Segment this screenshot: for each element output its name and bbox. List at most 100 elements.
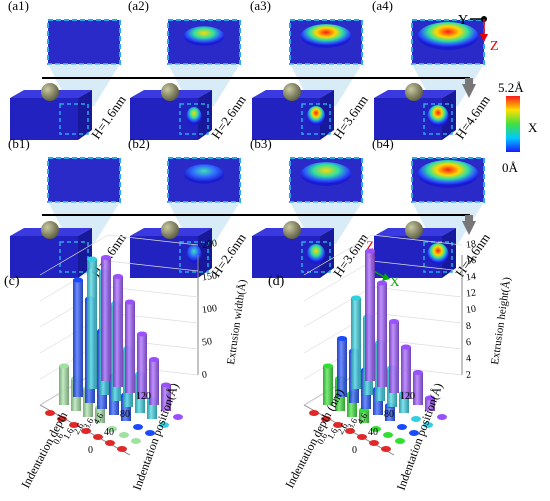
chart_d-ylabel: Indentation depth (nm) bbox=[282, 386, 346, 490]
chart_d-bar-flat bbox=[381, 446, 391, 452]
chart_c-bar-shade bbox=[73, 280, 83, 397]
row-b-panels: (b1)H=1.6nm(b2)H=2.6nm(b3)H=3.6nm(b4)H=4… bbox=[8, 136, 493, 280]
chart_c-bar-flat bbox=[117, 446, 127, 452]
row_a-snapshot-heat-1 bbox=[183, 26, 225, 46]
chart_d-bar-top bbox=[365, 248, 375, 254]
row_b-box-dash-0 bbox=[59, 241, 89, 273]
chart_d-bar-top bbox=[323, 363, 333, 369]
chart_d-bar-shade bbox=[377, 283, 387, 387]
row_b-box-dash-1 bbox=[179, 241, 209, 273]
row_a-box-dash-0 bbox=[59, 103, 89, 135]
chart_d-bar-shade bbox=[389, 321, 399, 393]
chart_c-bar-flat bbox=[119, 432, 129, 438]
chart_d-gridline bbox=[303, 234, 373, 276]
row_b-box-front-0 bbox=[10, 236, 78, 278]
chart_d-bar-top bbox=[401, 344, 411, 350]
chart_c-bar-flat bbox=[107, 426, 117, 432]
chart_d-ztick: 12 bbox=[465, 287, 476, 299]
row_a-label-3: (a4) bbox=[372, 0, 393, 13]
chart_c-bar-flat bbox=[93, 434, 103, 440]
chart_c-bar-flat bbox=[133, 424, 143, 430]
row_a-box-heat-1 bbox=[186, 107, 202, 125]
chart_d-bar-top bbox=[425, 395, 435, 401]
row_a-box-heat-2 bbox=[307, 106, 325, 126]
chart_c-ztick: 150 bbox=[201, 270, 217, 283]
chart_d-bar-flat bbox=[395, 438, 405, 444]
chart_d-bar-shade bbox=[373, 389, 383, 415]
row_b-box-front-1 bbox=[130, 236, 198, 278]
chart_d-bar-shade bbox=[359, 410, 369, 423]
row_a-box-dash-2 bbox=[301, 103, 331, 135]
row_b-indenter-0 bbox=[41, 221, 59, 239]
chart_d-bar-flat bbox=[345, 428, 355, 434]
chart_d-bar-flat bbox=[383, 432, 393, 438]
timeline-arrow-b bbox=[42, 214, 476, 235]
chart_c-bar-flat bbox=[81, 428, 91, 434]
chart_c-bar-shade bbox=[121, 395, 131, 421]
chart_d-panel-label: (d) bbox=[268, 274, 285, 289]
row_a-box-dash-1 bbox=[179, 103, 209, 135]
chart_d-bar-flat bbox=[409, 430, 419, 436]
chart_d-bar-top bbox=[337, 336, 347, 341]
chart_c-panel-label: (c) bbox=[4, 274, 20, 289]
chart_d-bar-flat bbox=[369, 440, 379, 446]
row_b-box-heat-2 bbox=[307, 244, 325, 264]
row_a-box-dash-3 bbox=[423, 103, 453, 135]
chart_c-bar-top bbox=[73, 277, 83, 283]
chart_c-bar-top bbox=[113, 274, 123, 279]
chart_d-bar-shade bbox=[413, 372, 423, 405]
chart_d-bar-top bbox=[377, 280, 387, 286]
chart_d-ztick: 16 bbox=[465, 255, 476, 267]
chart_c-ylabel: Indentation depth bbox=[18, 409, 70, 490]
row_b-label-2: (b3) bbox=[250, 136, 272, 151]
chart_c-bar-shade bbox=[113, 276, 123, 387]
chart_d-bar-flat bbox=[333, 422, 343, 428]
chart_d-bar-shade bbox=[347, 393, 357, 417]
chart_c-bar-flat bbox=[45, 410, 55, 416]
colorbar: 5.2Å X 0Å bbox=[498, 80, 538, 175]
chart_c-bar-top bbox=[101, 255, 111, 260]
chart_c-zlabel: Extrusion width(Å) bbox=[225, 278, 249, 365]
row_a-snapshot-heat-2 bbox=[300, 24, 352, 48]
chart_c-gridline bbox=[39, 234, 109, 276]
chart_d-bar-flat bbox=[321, 416, 331, 422]
chart_c-bar-shade bbox=[125, 302, 135, 393]
colorbar-quantity-label: X bbox=[528, 120, 538, 135]
chart_c-bar-flat bbox=[69, 422, 79, 428]
chart_d-ztick: 8 bbox=[465, 321, 471, 333]
row_b-snapshot-heat-3 bbox=[417, 160, 479, 188]
row_a-label-1: (a2) bbox=[128, 0, 149, 13]
chart_c-bar-shade bbox=[147, 399, 157, 419]
row_a-label-2: (a3) bbox=[250, 0, 271, 13]
row_b-box-front-2 bbox=[252, 236, 320, 278]
row_b-label-0: (b1) bbox=[8, 136, 30, 151]
chart_c-ztick: 50 bbox=[201, 336, 212, 348]
chart_d-bar-shade bbox=[337, 338, 347, 397]
row_b-indenter-3 bbox=[405, 221, 423, 239]
chart_c-bar-flat bbox=[105, 440, 115, 446]
axis-z-label: Z bbox=[490, 39, 499, 54]
row_b-box-heat-3 bbox=[427, 243, 449, 265]
row_a-indenter-2 bbox=[283, 83, 301, 101]
row_a-box-front-0 bbox=[10, 98, 78, 140]
chart_c-bar-top bbox=[87, 256, 97, 262]
chart_c-bar-shade bbox=[149, 359, 159, 405]
chart_c-bar-flat bbox=[159, 422, 169, 428]
chart_c-xtick: 120 bbox=[136, 391, 151, 402]
chart_d-ztick: 4 bbox=[465, 353, 471, 365]
chart_c-bar-top bbox=[161, 382, 171, 388]
chart_c-bar-flat bbox=[173, 414, 183, 420]
chart_d-bar-flat bbox=[423, 422, 433, 428]
chart_d-xtick: 80 bbox=[384, 409, 394, 420]
row_a-snapshot-0 bbox=[47, 19, 121, 65]
row_b-box-front-3 bbox=[374, 236, 442, 278]
chart_c-bar-top bbox=[137, 331, 147, 337]
chart_d-xtick: 0 bbox=[352, 445, 357, 456]
row_b-box-dash-2 bbox=[301, 241, 331, 273]
chart_d-ztick: 6 bbox=[465, 337, 471, 349]
chart_c-bar-shade bbox=[59, 366, 69, 405]
row_a-box-heat-3 bbox=[427, 105, 449, 127]
chart_c-bar-shade bbox=[95, 407, 105, 423]
chart_c-ztick: 200 bbox=[201, 238, 217, 251]
